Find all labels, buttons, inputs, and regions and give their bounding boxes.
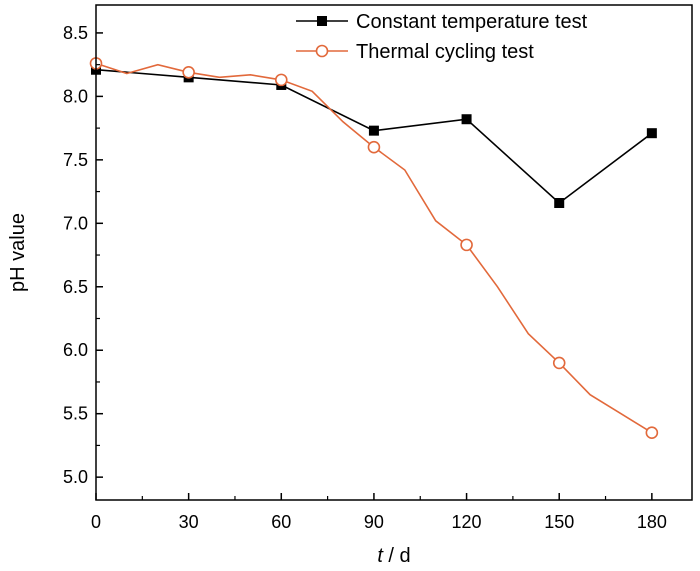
y-axis-title: pH value	[7, 213, 29, 292]
series-layer	[89, 57, 659, 440]
y-tick-label: 6.0	[63, 340, 88, 360]
legend-item: Thermal cycling test	[296, 41, 534, 63]
y-tick-label: 8.0	[63, 86, 88, 106]
data-point	[461, 114, 472, 125]
legend-item: Constant temperature test	[296, 11, 588, 33]
data-point	[460, 238, 473, 252]
legend-label: Constant temperature test	[356, 11, 588, 33]
y-tick-label: 5.5	[63, 404, 88, 424]
data-point	[182, 65, 195, 79]
series-1	[91, 64, 657, 208]
data-point	[367, 140, 381, 154]
x-tick-label: 150	[544, 512, 574, 532]
x-tick-label: 180	[637, 512, 667, 532]
axis-layer: 0 30 60 90 120 150 180 5.0 5.5 6.0 6.5 7.0 7.5 8.0 8.5	[63, 23, 667, 532]
x-tick-label: 30	[179, 512, 199, 532]
x-tick-label: 90	[364, 512, 384, 532]
data-point	[368, 125, 379, 136]
x-axis-title-unit: / d	[383, 545, 411, 567]
x-tick-label: 60	[271, 512, 291, 532]
x-tick-label: 120	[452, 512, 482, 532]
data-point	[552, 356, 566, 370]
x-tick-label: 0	[91, 512, 101, 532]
series-2	[89, 57, 659, 440]
x-axis-title: t / d	[377, 545, 410, 567]
data-point	[646, 128, 657, 139]
y-tick-label: 7.5	[63, 150, 88, 170]
series-line	[95, 62, 653, 434]
series-line	[95, 68, 653, 205]
y-tick-label: 5.0	[63, 467, 88, 487]
legend-marker	[315, 44, 329, 58]
legend-marker	[317, 16, 327, 26]
data-point	[645, 426, 659, 440]
data-point	[274, 73, 288, 87]
y-tick-label: 7.0	[63, 213, 88, 233]
data-point	[554, 198, 565, 208]
y-tick-label: 6.5	[63, 277, 88, 297]
y-tick-label: 8.5	[63, 23, 88, 43]
plot-frame	[95, 4, 693, 501]
x-axis-title-variable: t	[377, 545, 384, 567]
legend-label: Thermal cycling test	[356, 41, 534, 63]
legend: Constant temperature test Thermal cycling…	[296, 11, 588, 63]
